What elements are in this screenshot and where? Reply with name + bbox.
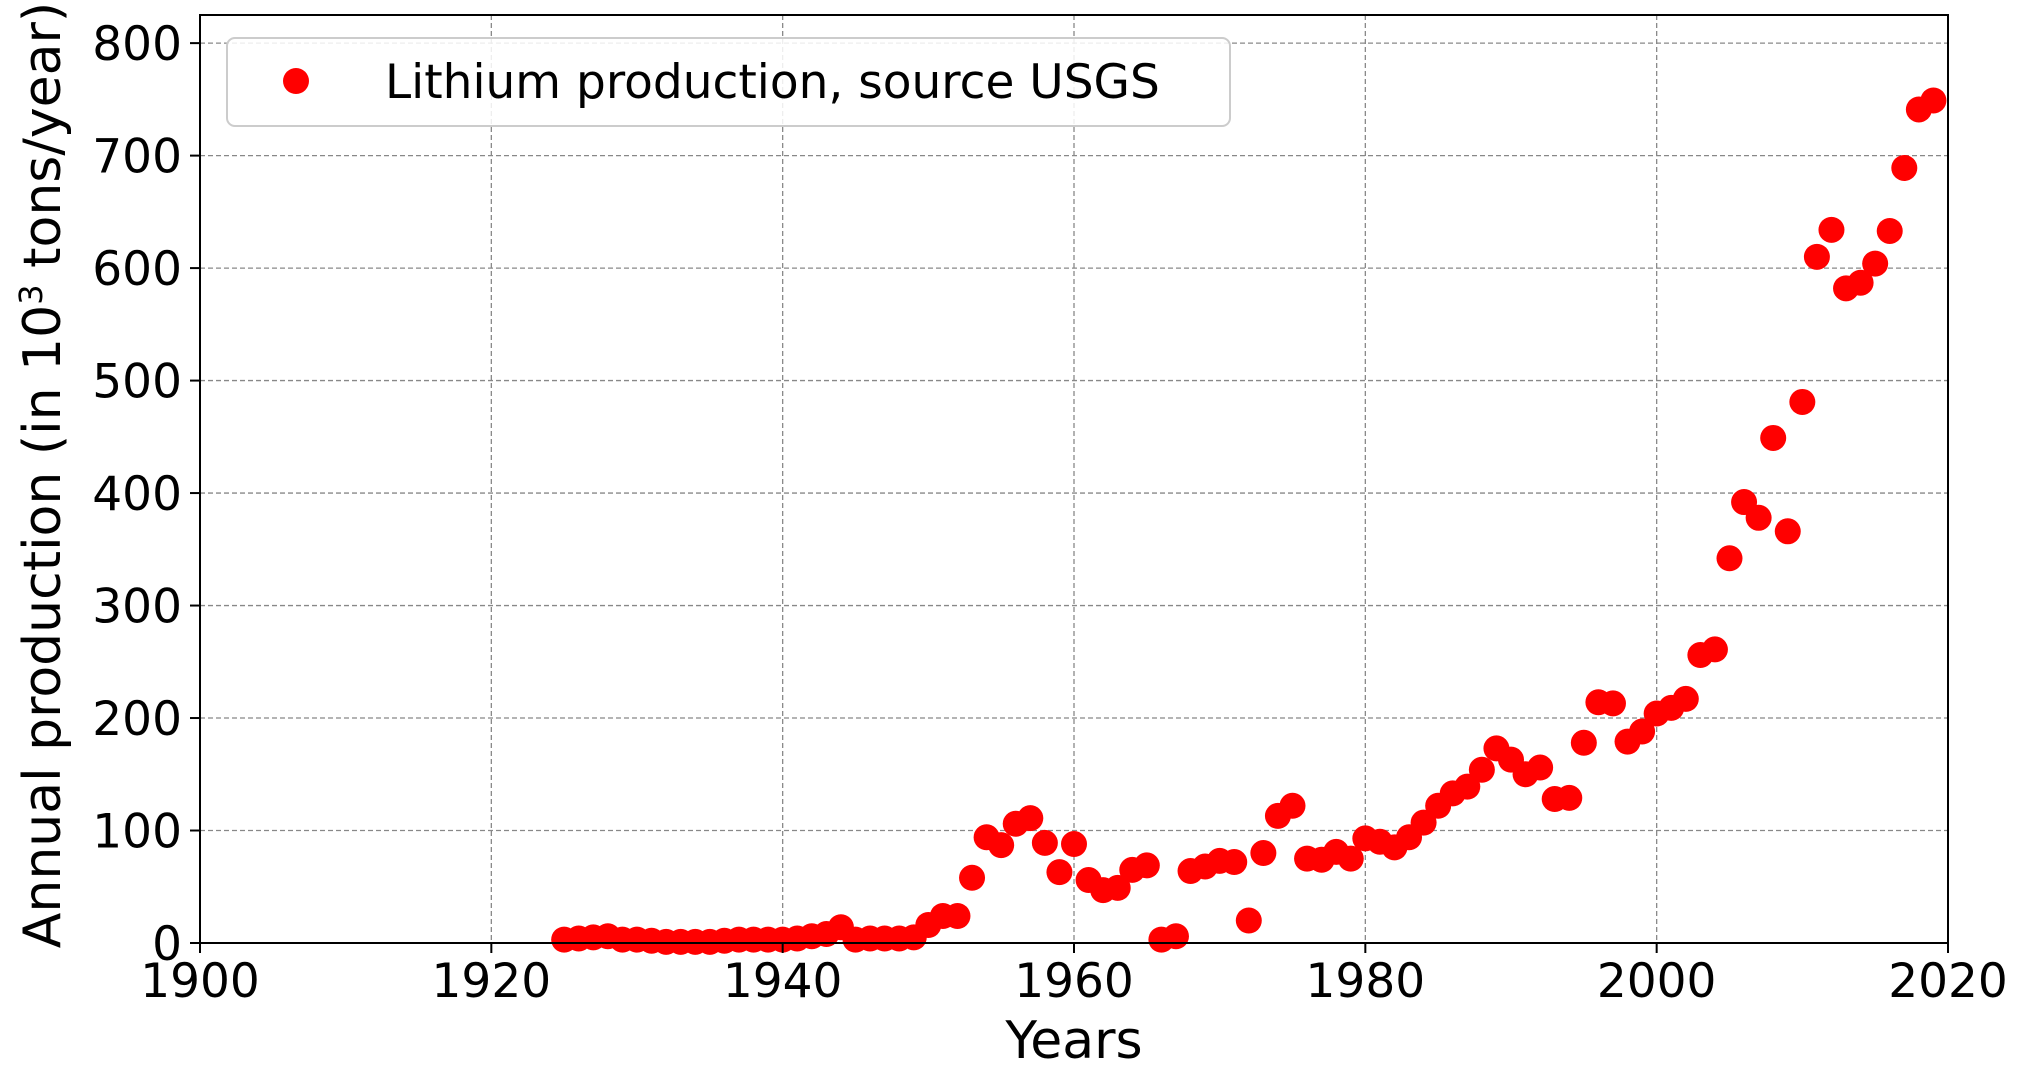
data-point	[1162, 923, 1189, 950]
data-point	[1046, 859, 1073, 886]
y-axis-title: Annual production (in 103 tons/year)	[12, 2, 73, 948]
y-tick-label: 400	[92, 467, 182, 522]
data-point	[1716, 545, 1743, 572]
legend-box	[226, 37, 1231, 127]
data-point	[1337, 845, 1364, 872]
legend: Lithium production, source USGS	[226, 37, 1231, 127]
legend-marker	[283, 68, 309, 94]
data-point	[1891, 154, 1918, 181]
data-point	[1760, 424, 1787, 451]
data-point	[1235, 907, 1262, 934]
y-tick-label: 100	[92, 805, 182, 860]
y-tick-label: 300	[92, 580, 182, 635]
data-point	[1061, 831, 1087, 858]
data-point	[1599, 690, 1626, 717]
data-point	[1862, 250, 1889, 277]
data-point	[1454, 773, 1481, 800]
data-point	[1745, 504, 1772, 531]
x-axis-title: Years	[1004, 1011, 1142, 1071]
data-point	[1876, 217, 1903, 244]
legend-label: Lithium production, source USGS	[385, 55, 1160, 110]
y-tick-label: 800	[92, 17, 182, 72]
data-point	[1133, 852, 1160, 879]
y-tick-label: 0	[152, 917, 182, 972]
data-point	[1789, 388, 1816, 415]
x-tick-label: 2000	[1597, 954, 1717, 1009]
data-point	[1570, 729, 1597, 756]
x-tick-label: 1920	[432, 954, 552, 1009]
data-point	[1672, 685, 1699, 712]
data-point	[1556, 784, 1583, 811]
data-point	[1410, 809, 1437, 836]
data-point	[1031, 829, 1058, 856]
axis-ticks: 1900 1920 1940 1960 1980 2000 2020 0 100 200 300 40…	[92, 17, 2008, 1009]
x-tick-label: 1940	[723, 954, 843, 1009]
data-point	[944, 903, 971, 930]
data-point	[959, 864, 986, 891]
data-point	[1701, 636, 1728, 663]
x-tick-label: 1980	[1306, 954, 1426, 1009]
data-point	[1629, 718, 1656, 745]
data-point	[1221, 849, 1248, 876]
data-point	[988, 832, 1015, 859]
data-point	[1847, 269, 1874, 296]
data-point	[1527, 754, 1554, 781]
data-point	[1468, 756, 1495, 783]
x-tick-label: 1960	[1014, 954, 1134, 1009]
data-point	[1250, 840, 1277, 867]
y-tick-label: 200	[92, 692, 182, 747]
x-tick-label: 1900	[140, 954, 260, 1009]
data-points	[551, 87, 1947, 955]
x-tick-label: 2020	[1888, 954, 2008, 1009]
y-tick-label: 600	[92, 242, 182, 297]
y-tick-label: 700	[92, 130, 182, 185]
data-point	[1803, 243, 1830, 270]
data-point	[1104, 874, 1131, 901]
y-tick-label: 500	[92, 355, 182, 410]
data-point	[1920, 87, 1947, 114]
data-point	[1774, 518, 1801, 545]
data-point	[1017, 805, 1044, 832]
data-point	[1279, 792, 1306, 819]
data-point	[1818, 216, 1845, 243]
